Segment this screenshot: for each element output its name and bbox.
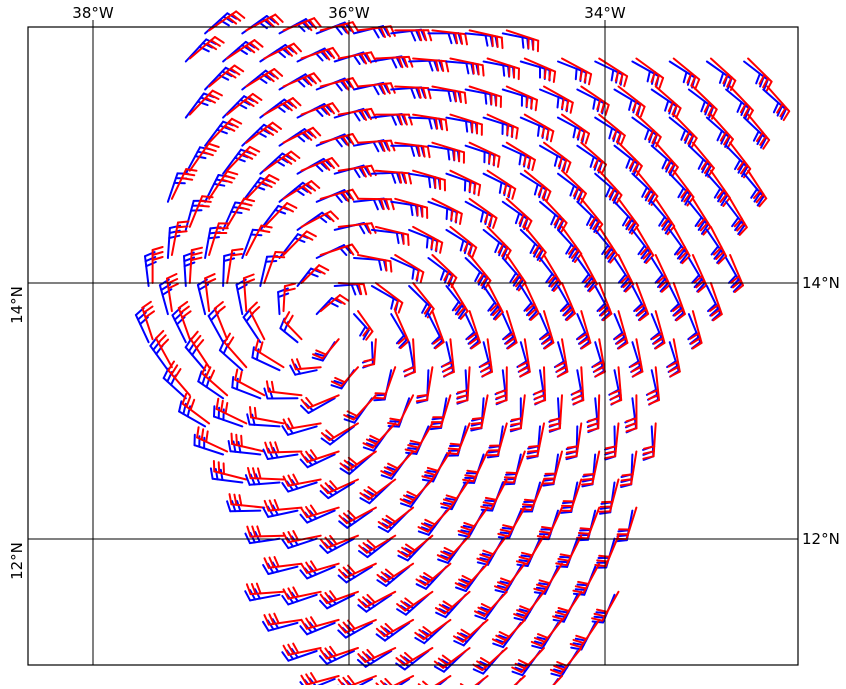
wind-barb-red xyxy=(527,423,544,456)
lat-label-14n-right: 14°N xyxy=(802,274,840,292)
wind-barb-red xyxy=(202,364,227,395)
lat-label-12n-left: 12°N xyxy=(8,542,26,580)
wind-barb-red xyxy=(284,284,296,311)
wind-barb-red xyxy=(265,442,301,452)
wind-barb-blue xyxy=(567,426,578,459)
wind-barb-red xyxy=(168,362,190,396)
wind-barb-red xyxy=(215,302,227,339)
wind-barb-red xyxy=(566,423,581,457)
wind-barb-red xyxy=(374,367,395,398)
wind-barb-red xyxy=(619,255,634,292)
wind-barb-red xyxy=(453,676,488,685)
wind-barb-blue xyxy=(600,483,615,514)
wind-barb-red xyxy=(190,248,202,283)
lon-label-34w: 34°W xyxy=(584,4,626,22)
wind-barb-red xyxy=(492,676,525,685)
wind-barb-red xyxy=(636,283,648,320)
wind-barb-red xyxy=(621,452,637,486)
wind-barb-red xyxy=(376,283,402,313)
wind-barb-red xyxy=(191,332,209,368)
wind-barb-red xyxy=(235,370,264,396)
wind-barb-red xyxy=(256,340,284,368)
wind-barb-blue xyxy=(145,252,156,286)
wind-barb-blue xyxy=(136,308,149,342)
wind-barb-red xyxy=(321,295,349,311)
wind-barb-red xyxy=(561,480,582,511)
wind-barb-red xyxy=(530,676,562,685)
wind-barb-red xyxy=(321,245,358,256)
wind-barb-red xyxy=(600,480,619,512)
wind-barb-red xyxy=(249,303,264,340)
wind-barb-blue xyxy=(300,566,334,578)
wind-barb-blue xyxy=(335,284,361,294)
wind-barb-red xyxy=(376,227,409,245)
wind-barb-blue xyxy=(511,398,521,431)
wind-barb-red xyxy=(156,331,172,367)
wind-barb-red xyxy=(214,461,246,480)
wind-barb-red xyxy=(616,508,636,539)
wind-barb-blue xyxy=(543,455,558,486)
wind-barb-red xyxy=(246,226,271,255)
wind-barb-red xyxy=(673,283,685,320)
wind-barb-red xyxy=(605,423,619,458)
wind-barb-red xyxy=(710,283,722,320)
wind-barb-blue xyxy=(549,398,559,432)
wind-barb-red xyxy=(550,395,562,430)
wind-barb-blue xyxy=(220,341,242,370)
wind-barb-red xyxy=(247,526,283,536)
wind-barb-red xyxy=(267,381,302,395)
wind-barb-blue xyxy=(457,370,467,404)
wind-barb-red xyxy=(248,468,284,480)
wind-barb-blue xyxy=(587,398,598,432)
wind-barb-red xyxy=(577,508,599,539)
wind-barb-red xyxy=(232,434,265,452)
wind-barb-red xyxy=(543,452,562,484)
wind-barb-red xyxy=(468,311,480,348)
wind-barb-red xyxy=(582,452,599,485)
lon-label-36w: 36°W xyxy=(328,4,370,22)
wind-barb-red xyxy=(358,255,391,272)
wind-barbs-layer xyxy=(136,11,789,685)
wind-barb-red xyxy=(415,676,451,685)
wind-barb-red xyxy=(430,395,450,427)
wind-barb-red xyxy=(511,395,525,430)
wind-barb-blue xyxy=(605,426,615,459)
wind-barb-red xyxy=(432,311,443,348)
wind-barb-blue xyxy=(643,426,653,460)
lon-label-38w: 38°W xyxy=(72,4,114,22)
wind-barb-blue xyxy=(464,455,484,483)
wind-barb-blue xyxy=(164,369,186,399)
wind-barb-red xyxy=(457,367,469,402)
wind-barb-red xyxy=(395,255,423,282)
wind-barb-red xyxy=(250,407,284,423)
wind-barb-red xyxy=(503,452,525,483)
wind-barb-red xyxy=(417,367,433,401)
wind-barb-red xyxy=(230,494,265,508)
wind-barb-blue xyxy=(198,371,223,398)
wind-barb-red xyxy=(225,334,247,368)
wind-barb-blue xyxy=(496,370,507,404)
lat-label-12n-right: 12°N xyxy=(802,530,840,548)
lat-label-14n-left: 14°N xyxy=(8,286,26,324)
wind-barb-blue xyxy=(354,314,369,339)
wind-barb-red xyxy=(471,395,488,429)
wind-barb-red xyxy=(487,423,506,455)
